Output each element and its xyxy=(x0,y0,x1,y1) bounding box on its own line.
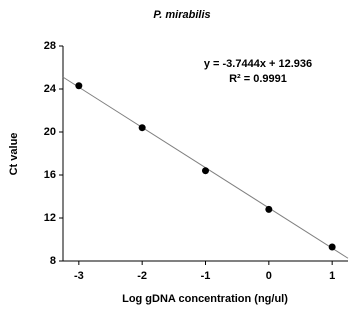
x-axis-label: Log gDNA concentration (ng/ul) xyxy=(122,293,288,305)
y-tick-label: 12 xyxy=(44,212,56,224)
data-point xyxy=(75,82,83,90)
data-point xyxy=(138,124,146,132)
x-tick-label: -2 xyxy=(137,270,147,282)
y-tick-label: 16 xyxy=(44,169,56,181)
x-tick-label: -3 xyxy=(74,270,84,282)
y-axis-label: Ct value xyxy=(8,133,20,176)
chart-title: P. mirabilis xyxy=(153,9,210,21)
x-tick-label: 1 xyxy=(329,270,335,282)
data-point xyxy=(202,167,209,175)
r-squared: R² = 0.9991 xyxy=(229,73,287,85)
y-tick-label: 24 xyxy=(44,83,57,95)
y-tick-label: 8 xyxy=(50,255,56,267)
y-tick-label: 20 xyxy=(44,126,56,138)
data-point xyxy=(328,243,336,251)
y-tick-label: 28 xyxy=(44,40,56,52)
equation: y = -3.7444x + 12.936 xyxy=(204,58,312,70)
data-point xyxy=(265,205,273,213)
x-tick-label: 0 xyxy=(266,270,272,282)
x-tick-label: -1 xyxy=(201,270,211,282)
